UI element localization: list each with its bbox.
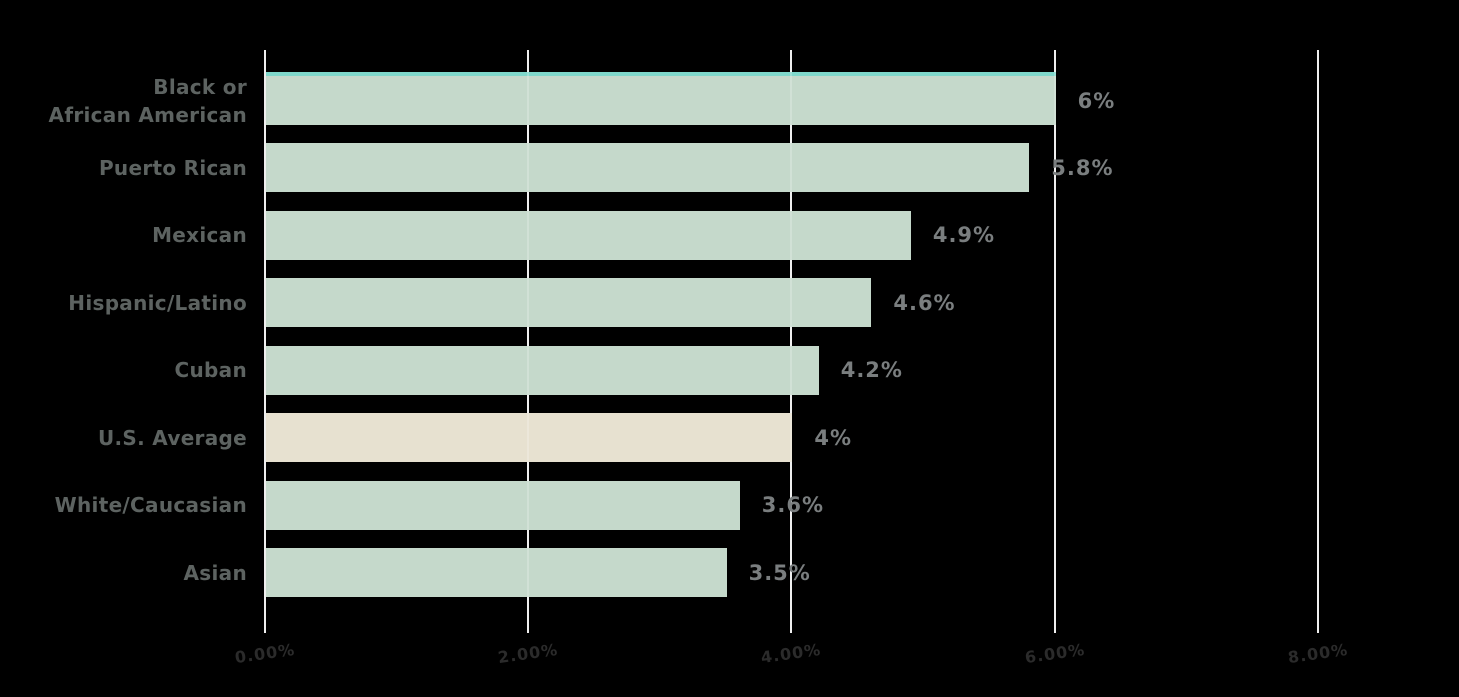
gridline-overlay xyxy=(527,50,530,633)
value-label: 4.2% xyxy=(840,358,903,383)
bar xyxy=(266,143,1030,193)
gridline xyxy=(1053,50,1056,633)
category-label: Cuban xyxy=(174,358,247,383)
bar xyxy=(266,548,727,597)
bar xyxy=(266,76,1056,125)
category-label: Mexican xyxy=(152,223,247,248)
category-label: U.S. Average xyxy=(97,425,247,450)
x-tick-label: 4.00% xyxy=(760,639,823,668)
x-tick-label: 2.00% xyxy=(496,639,560,668)
value-label: 3.5% xyxy=(748,560,811,585)
gridline-overlay xyxy=(790,50,793,633)
value-label: 4.6% xyxy=(893,290,956,315)
gridline xyxy=(790,50,793,633)
x-tick-label: 0.00% xyxy=(233,639,297,668)
category-label: Asian xyxy=(183,560,247,585)
bar xyxy=(266,480,740,530)
value-label: 6% xyxy=(1077,88,1116,113)
gridline xyxy=(1316,50,1319,633)
category-label: Black or African American xyxy=(48,74,247,127)
value-label: 4.9% xyxy=(932,223,996,248)
value-label: 4% xyxy=(814,425,853,450)
bar-accent-top-line xyxy=(266,72,1056,76)
gridline-overlay xyxy=(264,50,266,633)
gridline-overlay xyxy=(1316,50,1319,633)
highlight-bar xyxy=(266,413,793,463)
gridline xyxy=(264,50,266,633)
category-label: Hispanic/Latino xyxy=(68,290,247,315)
value-label: 3.6% xyxy=(761,493,824,518)
gridline-overlay xyxy=(1053,50,1056,633)
bar xyxy=(266,345,819,395)
category-label: Puerto Rican xyxy=(98,155,247,180)
value-label: 5.8% xyxy=(1051,155,1114,180)
bar xyxy=(266,210,911,260)
gridline xyxy=(527,50,530,633)
x-tick-label: 8.00% xyxy=(1286,639,1350,668)
category-label: White/Caucasian xyxy=(54,493,247,518)
x-tick-label: 6.00% xyxy=(1023,639,1086,668)
bar xyxy=(266,278,872,328)
